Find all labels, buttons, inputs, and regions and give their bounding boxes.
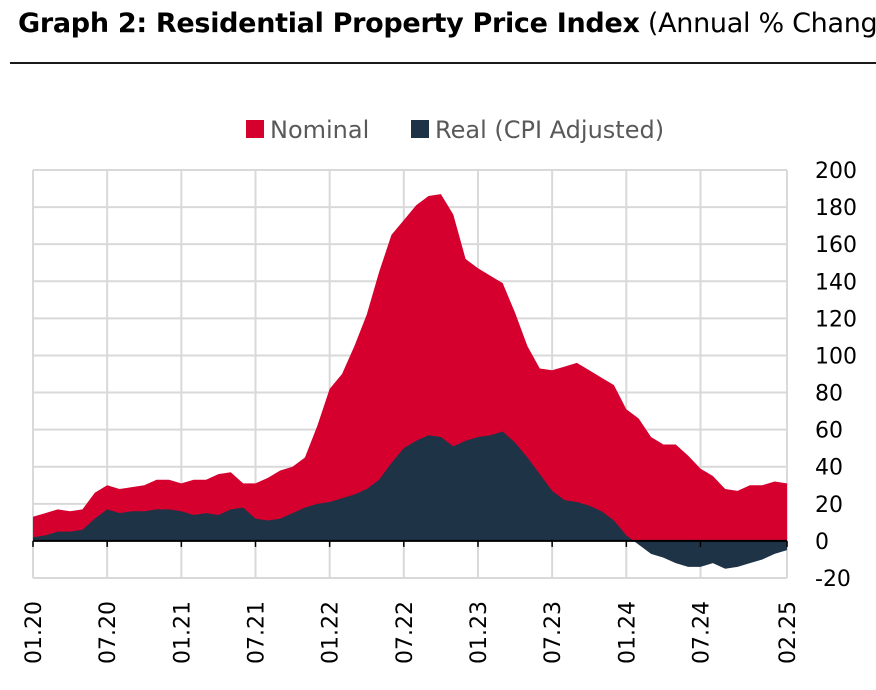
y-tick-label: 140 [815,270,857,295]
x-tick-label: 07.21 [244,601,269,664]
series-area-nominal [33,194,787,541]
y-tick-label: 40 [815,456,843,481]
plot-areas [33,194,787,569]
x-tick-label: 01.23 [467,601,492,664]
legend-swatch-real [411,120,429,138]
axes [32,539,788,547]
y-tick-label: -20 [815,567,851,592]
chart-title-main: Graph 2: Residential Property Price Inde… [18,8,640,39]
x-tick-label: 07.20 [96,601,121,664]
x-tick-label: 07.23 [541,601,566,664]
y-tick-label: 100 [815,344,857,369]
y-tick-label: 80 [815,382,843,407]
y-tick-label: 160 [815,233,857,258]
legend: Nominal Real (CPI Adjusted) [246,116,664,144]
x-tick-label: 01.21 [170,601,195,664]
x-tick-labels: 01.20 07.20 01.21 07.21 01.22 07.22 01.23 07.23… [22,601,801,664]
x-tick-label: 01.24 [615,601,640,664]
y-tick-label: 20 [815,493,843,518]
y-tick-label: 0 [815,530,829,555]
series-area-real [33,431,787,569]
title-divider [10,62,876,64]
x-tick-label: 01.20 [22,601,47,664]
y-tick-label: 200 [815,159,857,184]
x-tick-label: 02.25 [776,601,801,664]
chart-title: Graph 2: Residential Property Price Inde… [18,8,876,39]
legend-swatch-nominal [246,120,264,138]
y-tick-label: 120 [815,307,857,332]
legend-label-nominal: Nominal [270,116,369,144]
chart-title-subtitle: (Annual % Change) [647,8,876,39]
x-tick-label: 07.22 [393,601,418,664]
y-tick-label: 60 [815,419,843,444]
x-tick-label: 07.24 [689,601,714,664]
x-tick-label: 01.22 [319,601,344,664]
legend-label-real: Real (CPI Adjusted) [435,116,664,144]
y-tick-label: 180 [815,196,857,221]
